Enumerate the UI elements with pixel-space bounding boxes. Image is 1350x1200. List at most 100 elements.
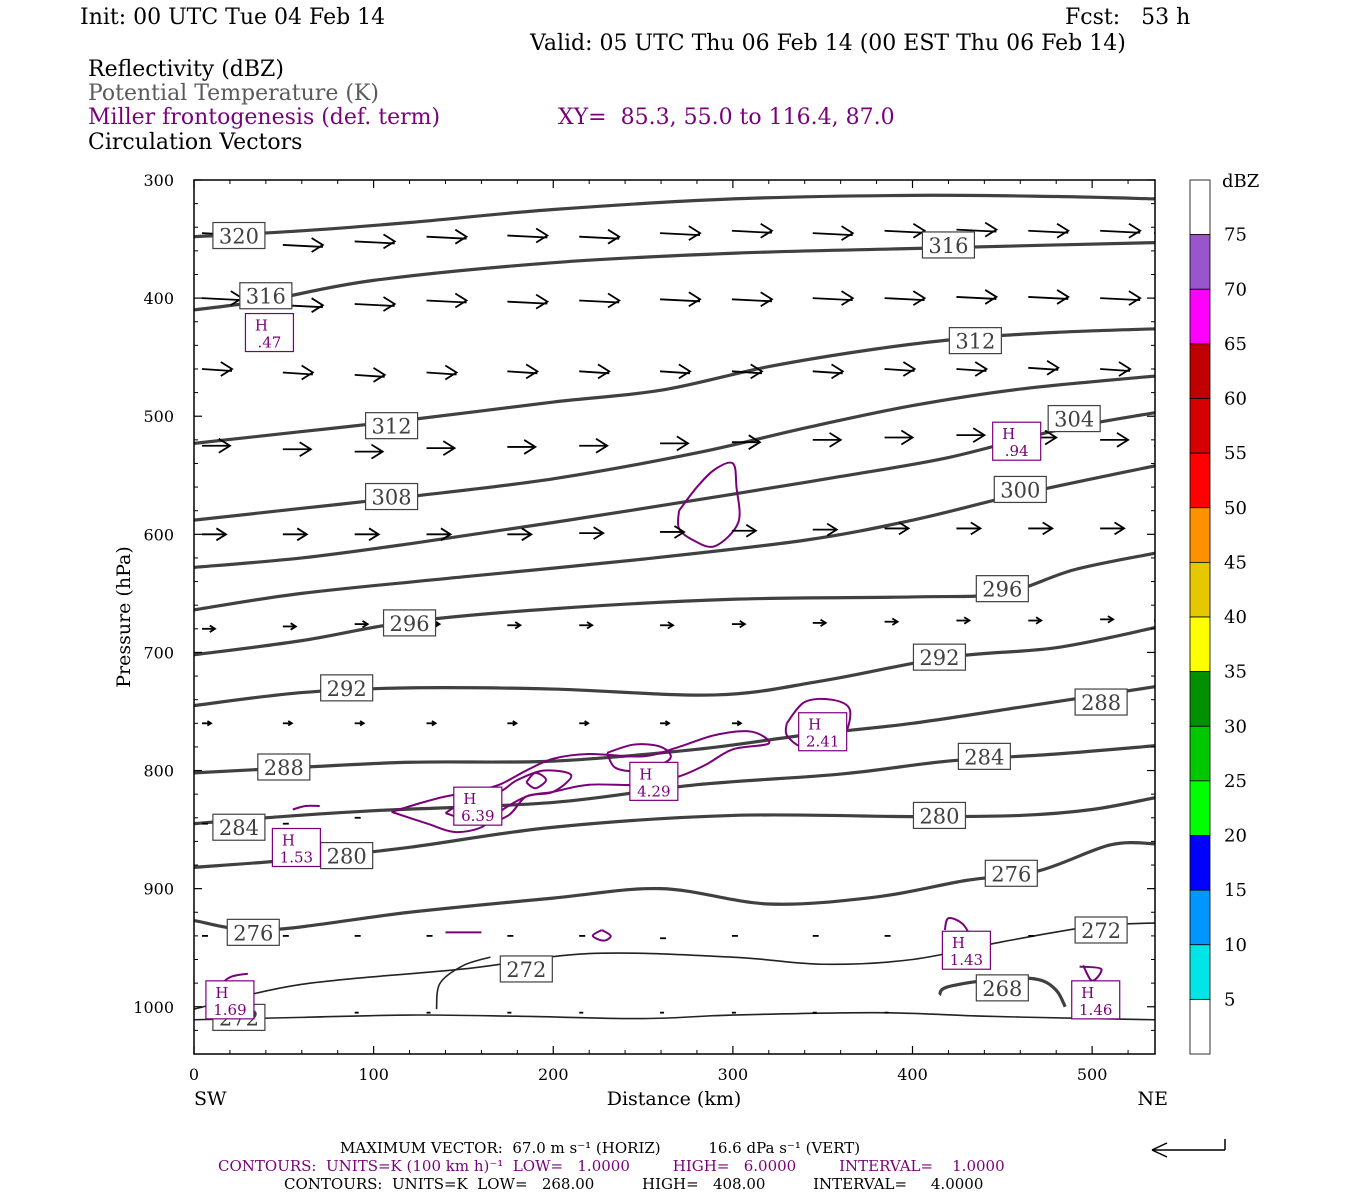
circulation-vector [812, 370, 843, 375]
maximum-box [1071, 980, 1121, 1020]
maximum-value: .94 [1005, 442, 1029, 460]
vector-arrowhead [748, 434, 762, 450]
maximum-value: 1.69 [213, 1001, 246, 1019]
vector-arrowhead [841, 290, 855, 306]
max-vector-info: MAXIMUM VECTOR: 67.0 m s⁻¹ (HORIZ) 16.6 … [340, 1139, 861, 1157]
circulation-vector [507, 234, 548, 239]
theta-contour-label: 304 [1054, 408, 1094, 432]
circulation-vector [354, 373, 385, 378]
theta-contour-label: 308 [372, 486, 412, 510]
vector-arrowhead [607, 292, 621, 309]
vector-arrowhead [373, 367, 387, 383]
colorbar-label: 5 [1224, 989, 1235, 1010]
vector-arrowhead [362, 620, 370, 629]
circulation-vector [354, 240, 395, 245]
theta-label-box [957, 742, 1011, 770]
valid-time: Valid: 05 UTC Thu 06 Feb 14 (00 EST Thu … [530, 31, 1126, 56]
theta-contour-label: 296 [390, 612, 430, 636]
colorbar-swatch [1189, 616, 1211, 673]
colorbar-label: 35 [1224, 662, 1247, 683]
x-axis-right-end-label: NE [1138, 1088, 1169, 1110]
maximum-box [453, 786, 503, 826]
vector-arrowhead [898, 521, 911, 536]
vector-arrowhead [597, 363, 611, 380]
vector-arrowhead [209, 624, 217, 633]
colorbar-label: 25 [1224, 771, 1247, 792]
x-tick-label: 100 [358, 1065, 389, 1084]
vector-arrowhead [521, 527, 534, 542]
theta-contour-label: 272 [1081, 919, 1121, 943]
colorbar-label: 10 [1224, 935, 1247, 956]
theta-contour-label: 276 [233, 921, 273, 945]
circulation-vector [201, 297, 243, 302]
vector-arrowhead [442, 440, 457, 456]
theta-contour-label: 292 [919, 646, 959, 670]
theta-contour-label: 316 [246, 285, 286, 309]
vector-arrowhead [688, 291, 702, 308]
theta-contour-line [194, 374, 1155, 522]
colorbar-swatch [1189, 452, 1211, 509]
vector-arrowhead [215, 527, 228, 542]
colorbar-swatch [1189, 998, 1211, 1055]
maximum-marker: H [639, 765, 652, 783]
maximum-marker: H [1081, 984, 1094, 1002]
theta-contour-label: 300 [1000, 478, 1040, 502]
theta-label-box [499, 955, 553, 983]
vector-arrowhead [1035, 616, 1043, 625]
maximum-value: 2.41 [806, 733, 839, 751]
colorbar-swatch [1189, 507, 1211, 563]
vector-arrowhead [984, 221, 999, 238]
maximum-marker: H [1002, 425, 1015, 443]
theta-contour-label: 276 [991, 862, 1031, 886]
colorbar-swatch [1189, 561, 1211, 618]
circulation-vector [812, 232, 853, 237]
theta-label-box [984, 859, 1038, 887]
y-tick-label: 800 [143, 762, 174, 781]
theta-contour-label: 312 [955, 330, 995, 354]
maximum-box [798, 712, 848, 752]
theta-label-box [975, 974, 1029, 1002]
vector-arrowhead [525, 363, 540, 380]
theta-label-box [382, 609, 437, 637]
circulation-vector [201, 368, 233, 372]
theta-label-box [257, 753, 311, 781]
vector-arrowhead [371, 443, 385, 460]
maximum-box [244, 312, 295, 353]
x-tick-label: 0 [189, 1065, 199, 1084]
frontogenesis-contour-line [606, 743, 672, 773]
theta-label-box [364, 482, 419, 511]
maximum-value: .47 [258, 334, 282, 352]
colorbar-title: dBZ [1222, 171, 1259, 192]
vector-arrowhead [359, 720, 366, 727]
circulation-vector [660, 232, 701, 237]
colorbar-label: 75 [1224, 225, 1247, 246]
circulation-vector [1028, 296, 1069, 300]
vector-arrowhead [1044, 429, 1058, 446]
theta-contour-label: 288 [264, 756, 304, 780]
x-tick-label: 500 [1077, 1065, 1108, 1084]
circulation-vector [507, 370, 538, 375]
colorbar-label: 70 [1224, 279, 1247, 300]
vector-arrowhead [1056, 289, 1070, 305]
frontogenesis-contour-line [676, 461, 741, 548]
circulation-vector [884, 229, 925, 234]
circulation-vector [956, 368, 987, 372]
y-tick-label: 1000 [133, 998, 174, 1017]
frontogenesis-contour-line [292, 804, 320, 811]
circulation-vector [1153, 368, 1155, 370]
circulation-vector [1153, 232, 1155, 235]
vector-arrowhead [595, 437, 609, 454]
theta-label-box [912, 801, 967, 830]
x-tick-label: 400 [897, 1065, 928, 1084]
vector-arrowhead [891, 617, 900, 626]
theta-contour-label: 272 [506, 958, 546, 982]
theta-contour-label: 316 [928, 234, 968, 258]
vector-arrowhead [831, 363, 845, 380]
vector-arrowhead [972, 427, 987, 443]
colorbar-swatch [1189, 234, 1211, 290]
maximum-marker: H [952, 934, 965, 952]
vector-arrowhead [535, 227, 550, 244]
theta-contour-line [194, 685, 1155, 775]
theta-contour-line [194, 193, 1155, 239]
legend-vectors: Circulation Vectors [88, 130, 303, 155]
